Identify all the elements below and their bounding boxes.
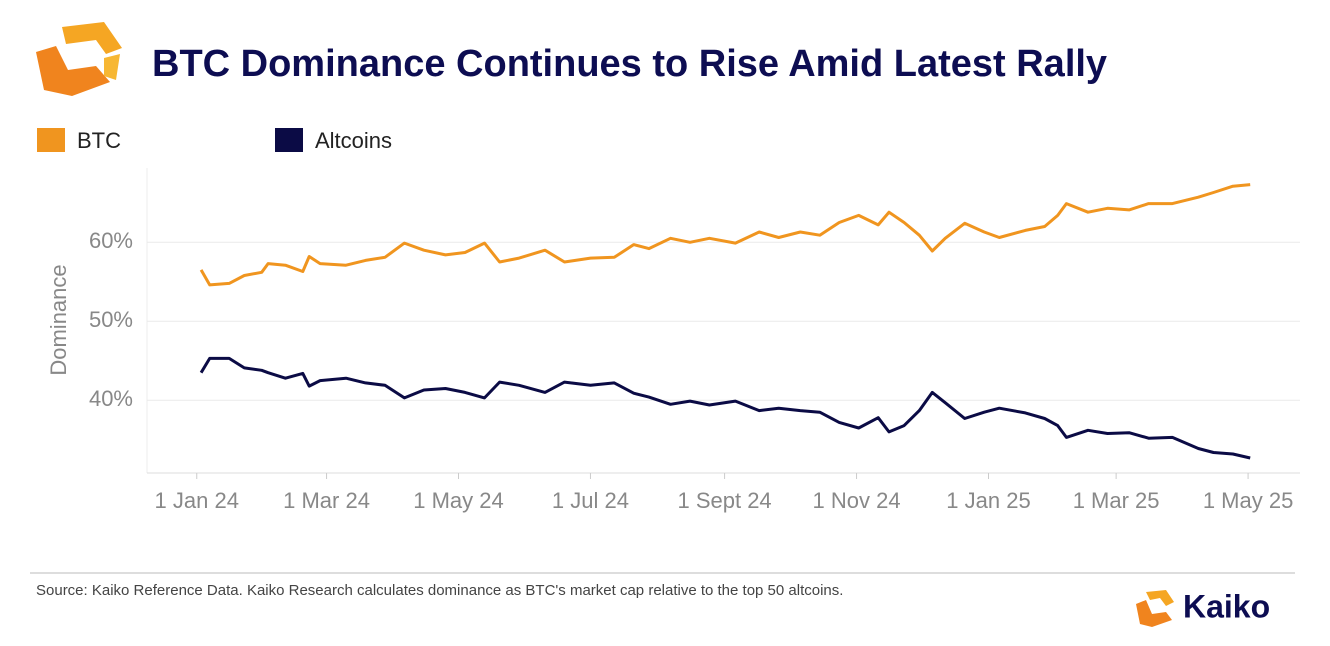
x-tick-label: 1 May 24: [413, 488, 504, 513]
x-tick-label: 1 May 25: [1203, 488, 1294, 513]
x-tick-label: 1 Mar 25: [1073, 488, 1160, 513]
source-note: Source: Kaiko Reference Data. Kaiko Rese…: [36, 582, 843, 599]
x-tick-label: 1 Jan 25: [946, 488, 1030, 513]
x-tick-label: 1 Sept 24: [677, 488, 771, 513]
legend-label: BTC: [77, 128, 121, 153]
legend-label: Altcoins: [315, 128, 392, 153]
brand-logo: [1136, 590, 1174, 627]
legend-swatch: [275, 128, 303, 152]
x-tick-label: 1 Jan 24: [155, 488, 239, 513]
x-tick-label: 1 Mar 24: [283, 488, 370, 513]
x-tick-label: 1 Nov 24: [813, 488, 901, 513]
logo: [36, 22, 122, 96]
brand-name: Kaiko: [1183, 588, 1270, 624]
y-tick-label: 40%: [89, 386, 133, 411]
y-tick-label: 60%: [89, 228, 133, 253]
y-axis-label: Dominance: [46, 264, 71, 375]
chart-title: BTC Dominance Continues to Rise Amid Lat…: [152, 43, 1107, 85]
series-line: [199, 183, 1251, 287]
legend-swatch: [37, 128, 65, 152]
x-tick-label: 1 Jul 24: [552, 488, 629, 513]
y-tick-label: 50%: [89, 307, 133, 332]
series-line: [199, 356, 1251, 460]
